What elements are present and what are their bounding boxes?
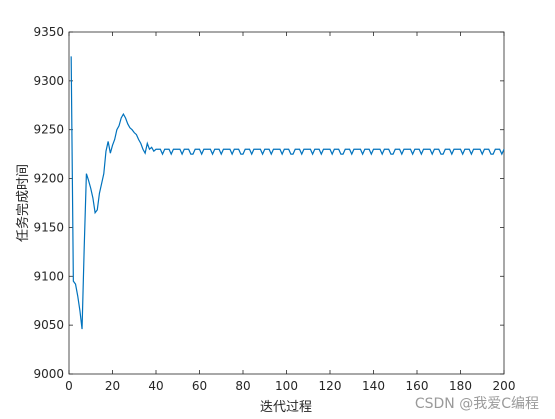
x-tick-label: 80 [235, 379, 250, 393]
x-tick-label: 60 [192, 379, 207, 393]
series-line [70, 56, 505, 330]
plot-area [68, 31, 505, 375]
y-axis-ticks: 9000 9050 9100 9150 9200 9250 9300 9350 [33, 25, 504, 381]
y-tick-label: 9050 [33, 318, 64, 332]
x-axis-ticks: 0 20 40 60 80 100 120 140 160 180 200 [65, 32, 515, 393]
x-tick-label: 40 [148, 379, 163, 393]
x-tick-label: 120 [319, 379, 342, 393]
y-tick-label: 9350 [33, 25, 64, 39]
y-axis-title: 任务完成时间 [15, 164, 31, 242]
x-tick-label: 100 [275, 379, 298, 393]
y-tick-label: 9200 [33, 172, 64, 186]
x-tick-label: 0 [65, 379, 73, 393]
y-tick-label: 9250 [33, 123, 64, 137]
x-tick-label: 180 [449, 379, 472, 393]
x-tick-label: 200 [493, 379, 516, 393]
x-tick-label: 20 [105, 379, 120, 393]
y-tick-label: 9100 [33, 269, 64, 283]
y-tick-label: 9000 [33, 367, 64, 381]
x-tick-label: 140 [362, 379, 385, 393]
y-tick-label: 9150 [33, 220, 64, 234]
x-tick-label: 160 [406, 379, 429, 393]
watermark-text: CSDN @我爱C编程 [414, 396, 539, 412]
x-axis-title: 迭代过程 [260, 400, 312, 415]
y-tick-label: 9300 [33, 74, 64, 88]
